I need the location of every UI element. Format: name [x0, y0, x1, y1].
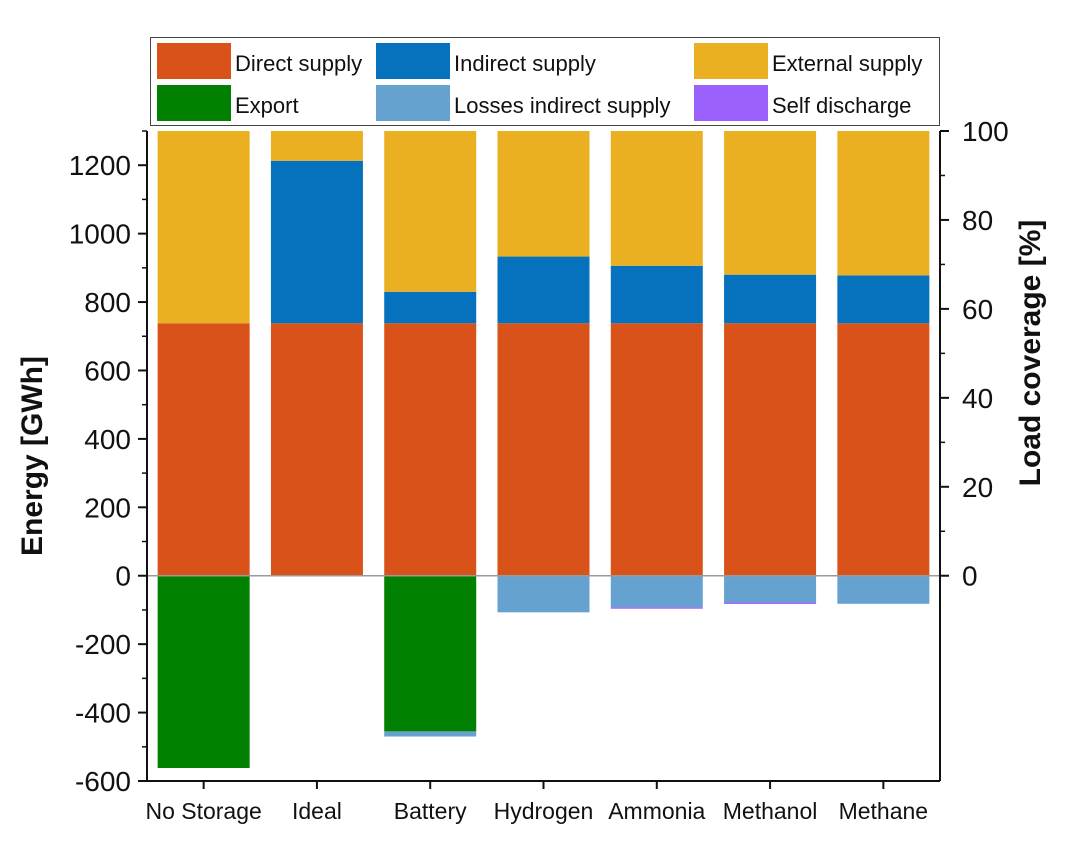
legend-label-losses-indirect-supply: Losses indirect supply: [454, 93, 671, 118]
y-tick-label: 200: [84, 492, 131, 523]
bar-battery-external-supply: [384, 131, 477, 292]
y2-axis-title: Load coverage [%]: [1014, 220, 1047, 487]
x-tick-label: Ammonia: [608, 798, 705, 824]
bar-ammonia-external-supply: [610, 131, 703, 266]
bar-ammonia-self-discharge: [610, 607, 703, 609]
legend-label-indirect-supply: Indirect supply: [454, 51, 596, 76]
legend-swatch-export: [157, 85, 231, 121]
y2-tick-label: 60: [962, 294, 993, 325]
bar-battery-indirect-supply: [384, 291, 477, 324]
bar-no-storage-export: [157, 575, 250, 768]
x-tick-label: Methanol: [723, 798, 818, 824]
y-tick-label: 1000: [69, 219, 131, 250]
bar-methanol-direct-supply: [724, 323, 817, 576]
bar-ammonia-indirect-supply: [610, 265, 703, 324]
y-tick-label: -400: [75, 698, 131, 729]
legend-swatch-indirect-supply: [376, 43, 450, 79]
y-tick-label: 800: [84, 287, 131, 318]
legend-swatch-self-discharge: [694, 85, 768, 121]
y-tick-label: 600: [84, 355, 131, 386]
bar-no-storage-external-supply: [157, 131, 250, 324]
bar-hydrogen-losses-indirect-supply: [497, 575, 590, 613]
y-tick-label: 0: [115, 561, 131, 592]
bars-layer: [157, 131, 930, 768]
bar-ideal-indirect-supply: [270, 160, 363, 324]
bar-methanol-self-discharge: [724, 602, 817, 604]
legend-swatch-losses-indirect-supply: [376, 85, 450, 121]
y2-tick-label: 20: [962, 472, 993, 503]
y-tick-label: 400: [84, 424, 131, 455]
bar-battery-losses-indirect-supply: [384, 731, 477, 737]
axes-layer: 120010008006004002000-200-400-6001008060…: [69, 116, 1009, 824]
legend-label-external-supply: External supply: [772, 51, 923, 76]
bar-hydrogen-external-supply: [497, 131, 590, 257]
x-tick-label: Battery: [394, 798, 467, 824]
bar-methane-indirect-supply: [837, 275, 930, 324]
bar-methane-losses-indirect-supply: [837, 575, 930, 604]
y-tick-label: -200: [75, 629, 131, 660]
y2-tick-label: 80: [962, 205, 993, 236]
bar-battery-export: [384, 575, 477, 732]
y-tick-label: -600: [75, 766, 131, 797]
bar-ideal-external-supply: [270, 131, 363, 161]
bar-methanol-losses-indirect-supply: [724, 575, 817, 603]
y-tick-label: 1200: [69, 150, 131, 181]
x-tick-label: Methane: [839, 798, 929, 824]
y2-tick-label: 100: [962, 116, 1009, 147]
bar-methane-direct-supply: [837, 323, 930, 576]
y2-tick-label: 0: [962, 561, 978, 592]
bar-no-storage-direct-supply: [157, 323, 250, 576]
legend-label-self-discharge: Self discharge: [772, 93, 912, 118]
bar-methanol-external-supply: [724, 131, 817, 275]
x-tick-label: No Storage: [145, 798, 261, 824]
legend-swatch-external-supply: [694, 43, 768, 79]
bar-ideal-direct-supply: [270, 323, 363, 576]
bar-hydrogen-direct-supply: [497, 323, 590, 576]
bar-hydrogen-indirect-supply: [497, 256, 590, 324]
y-axis-title: Energy [GWh]: [16, 356, 49, 556]
x-tick-label: Hydrogen: [494, 798, 594, 824]
legend-swatch-direct-supply: [157, 43, 231, 79]
bar-battery-direct-supply: [384, 323, 477, 576]
legend: Direct supply Indirect supply External s…: [150, 37, 940, 126]
bar-ammonia-losses-indirect-supply: [610, 575, 703, 608]
legend-label-export: Export: [235, 93, 299, 118]
x-tick-label: Ideal: [292, 798, 342, 824]
bar-methanol-indirect-supply: [724, 274, 817, 324]
bar-ammonia-direct-supply: [610, 323, 703, 576]
bar-methane-external-supply: [837, 131, 930, 276]
y2-tick-label: 40: [962, 383, 993, 414]
legend-label-direct-supply: Direct supply: [235, 51, 363, 76]
